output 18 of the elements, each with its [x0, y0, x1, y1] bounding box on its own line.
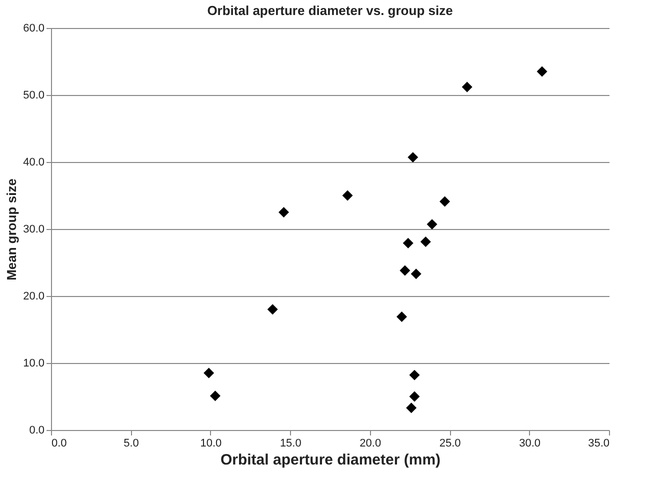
x-axis-title: Orbital aperture diameter (mm)	[220, 452, 441, 468]
x-tick-label: 15.0	[280, 438, 302, 450]
y-tick-label: 40.0	[23, 156, 44, 168]
x-tick-label: 0.0	[52, 438, 67, 450]
y-tick-label: 20.0	[23, 290, 44, 302]
x-tick-label: 35.0	[588, 438, 610, 450]
y-tick-label: 50.0	[23, 90, 44, 102]
x-tick-label: 30.0	[519, 438, 540, 450]
x-tick-label: 10.0	[200, 438, 222, 450]
x-tick-label: 20.0	[360, 438, 382, 450]
chart-title: Orbital aperture diameter vs. group size	[207, 3, 453, 18]
y-axis-title: Mean group size	[4, 178, 20, 280]
x-tick-label: 25.0	[439, 438, 461, 450]
y-tick-label: 0.0	[29, 424, 44, 436]
y-tick-label: 10.0	[23, 358, 44, 370]
y-tick-label: 60.0	[23, 22, 44, 34]
y-tick-label: 30.0	[23, 224, 44, 236]
x-tick-label: 5.0	[124, 438, 139, 450]
